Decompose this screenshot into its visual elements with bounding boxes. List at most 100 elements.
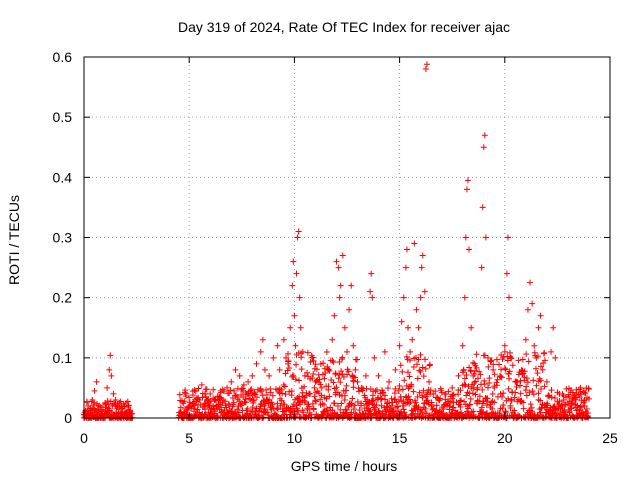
- data-point: [232, 366, 239, 373]
- data-point: [449, 384, 456, 391]
- data-point: [346, 306, 353, 313]
- data-point: [423, 61, 430, 68]
- band-point: [379, 411, 386, 418]
- band-point: [523, 375, 530, 382]
- data-point: [198, 381, 205, 388]
- data-point: [533, 354, 540, 361]
- band-point: [493, 379, 500, 386]
- data-point: [299, 348, 306, 355]
- band-point: [400, 406, 407, 413]
- band-point: [317, 396, 324, 403]
- band-point: [524, 379, 531, 386]
- data-point: [419, 252, 426, 259]
- data-point: [506, 294, 513, 301]
- band-point: [498, 374, 505, 381]
- data-point: [190, 399, 197, 406]
- band-point: [324, 411, 331, 418]
- band-point: [334, 403, 341, 410]
- data-point: [468, 324, 475, 331]
- band-point: [506, 349, 513, 356]
- data-point: [318, 384, 325, 391]
- band-point: [286, 388, 293, 395]
- data-point: [503, 270, 510, 277]
- band-point: [378, 395, 385, 402]
- band-point: [517, 377, 524, 384]
- band-point: [505, 395, 512, 402]
- data-point: [108, 372, 115, 379]
- data-point: [280, 336, 287, 343]
- band-point: [446, 403, 453, 410]
- data-point: [581, 396, 588, 403]
- band-point: [258, 388, 265, 395]
- band-point: [309, 375, 316, 382]
- data-point: [125, 404, 132, 411]
- band-point: [320, 360, 327, 367]
- data-point: [301, 372, 308, 379]
- band-point: [186, 394, 193, 401]
- data-point: [417, 294, 424, 301]
- band-point: [433, 402, 440, 409]
- data-point: [89, 396, 96, 403]
- data-point: [367, 288, 374, 295]
- band-point: [494, 382, 501, 389]
- band-point: [397, 393, 404, 400]
- band-point: [512, 411, 519, 418]
- band-point: [218, 404, 225, 411]
- band-point: [410, 363, 417, 370]
- band-point: [502, 409, 509, 416]
- band-point: [392, 385, 399, 392]
- dense-baseline-band: [80, 348, 592, 421]
- band-point: [541, 383, 548, 390]
- data-point: [217, 387, 224, 394]
- band-point: [509, 362, 516, 369]
- data-point: [381, 348, 388, 355]
- data-point: [261, 366, 268, 373]
- band-point: [324, 363, 331, 370]
- data-point: [331, 312, 338, 319]
- data-point: [531, 342, 538, 349]
- data-point: [560, 396, 567, 403]
- band-point: [202, 390, 209, 397]
- band-point: [483, 402, 490, 409]
- data-point: [127, 408, 134, 415]
- band-point: [388, 395, 395, 402]
- data-point: [543, 378, 550, 385]
- band-point: [476, 393, 483, 400]
- band-point: [246, 395, 253, 402]
- data-point: [402, 264, 409, 271]
- band-point: [493, 356, 500, 363]
- band-point: [313, 366, 320, 373]
- band-point: [181, 398, 188, 405]
- data-point: [97, 407, 104, 414]
- band-point: [337, 406, 344, 413]
- data-point: [297, 324, 304, 331]
- data-point: [87, 405, 94, 412]
- data-point: [344, 348, 350, 355]
- band-point: [330, 379, 337, 386]
- data-point: [99, 404, 106, 411]
- data-point: [466, 246, 473, 253]
- band-point: [440, 405, 447, 412]
- data-point: [335, 264, 342, 271]
- band-point: [471, 379, 478, 386]
- band-point: [226, 390, 233, 397]
- band-point: [457, 397, 464, 404]
- band-point: [569, 389, 576, 396]
- band-point: [413, 361, 420, 368]
- data-point: [375, 372, 382, 379]
- band-point: [463, 372, 470, 379]
- band-point: [499, 393, 506, 400]
- band-point: [176, 391, 183, 398]
- data-point: [462, 234, 469, 241]
- data-point: [512, 378, 519, 385]
- band-point: [554, 410, 561, 417]
- band-point: [585, 414, 592, 421]
- band-point: [457, 387, 464, 394]
- band-point: [397, 362, 404, 369]
- band-point: [465, 383, 472, 390]
- data-point: [463, 186, 470, 193]
- x-tick-label: 0: [80, 430, 88, 446]
- band-point: [422, 405, 429, 412]
- band-point: [316, 376, 323, 383]
- data-point: [203, 393, 210, 400]
